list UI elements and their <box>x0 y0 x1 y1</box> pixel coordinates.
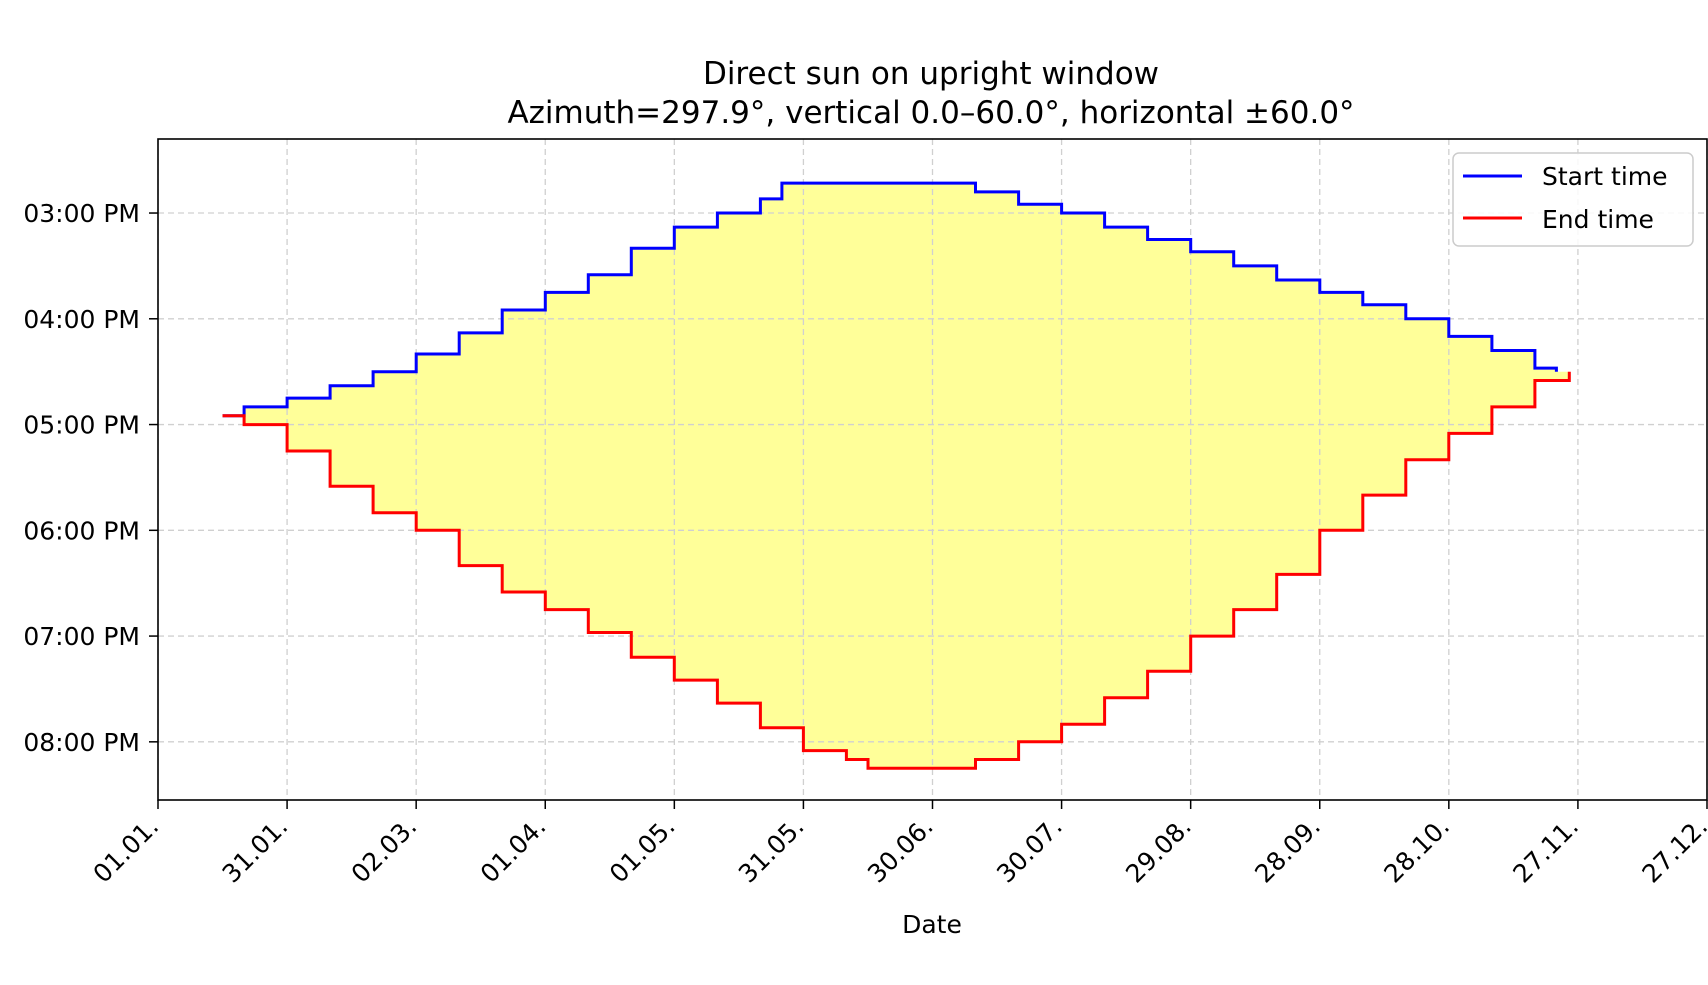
legend-label-start: Start time <box>1542 162 1668 191</box>
chart-subtitle: Azimuth=297.9°, vertical 0.0–60.0°, hori… <box>507 95 1354 131</box>
legend: Start time End time <box>1452 152 1694 247</box>
y-tick-label: 08:00 PM <box>23 728 140 757</box>
y-tick-label: 07:00 PM <box>23 622 140 651</box>
y-axis: 03:00 PM 04:00 PM 05:00 PM 06:00 PM 07:00 PM… <box>23 199 158 757</box>
x-axis-label: Date <box>902 910 962 939</box>
chart-title: Direct sun on upright window <box>703 56 1159 92</box>
series-layer <box>222 181 1571 770</box>
y-tick-label: 06:00 PM <box>23 516 140 545</box>
legend-label-end: End time <box>1542 205 1654 234</box>
series-line-start-time <box>222 181 1558 418</box>
y-tick-label: 03:00 PM <box>23 199 140 228</box>
series-line-end-time <box>222 371 1571 770</box>
y-tick-label: 05:00 PM <box>23 411 140 440</box>
y-tick-label: 04:00 PM <box>23 305 140 334</box>
